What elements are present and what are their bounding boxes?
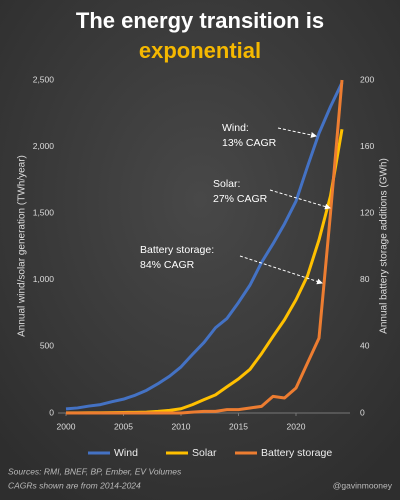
source: CAGRs shown are from 2014-2024 [8, 480, 141, 490]
y2-tick-label: 0 [360, 407, 365, 417]
legend-label: Wind [114, 447, 138, 459]
y-tick-label: 2,000 [33, 141, 55, 151]
y-tick-label: 500 [40, 341, 54, 351]
y2-tick-label: 40 [360, 341, 370, 351]
y2-tick-label: 200 [360, 74, 374, 84]
y2-axis-label: Annual battery storage additions (GWh) [379, 158, 390, 334]
source: Sources: RMI, BNEF, BP, Ember, EV Volume… [8, 466, 182, 476]
line-series [65, 82, 344, 411]
annotation: 27% CAGR [213, 193, 268, 205]
annotation: Battery storage: [140, 244, 214, 256]
y-tick-label: 1,000 [33, 274, 55, 284]
x-tick-label: 2020 [287, 421, 306, 431]
y-tick-label: 1,500 [33, 207, 55, 217]
annotation-arrow [269, 189, 331, 210]
x-tick-label: 2005 [114, 421, 133, 431]
annotation: 13% CAGR [222, 137, 277, 149]
legend-label: Battery storage [261, 447, 332, 459]
x-tick-label: 2010 [172, 421, 191, 431]
legend-label: Solar [192, 447, 217, 459]
annotation-arrow [277, 127, 317, 138]
line-series [66, 79, 344, 415]
chart-title-emphasis: exponential [139, 38, 261, 63]
annotation: 84% CAGR [140, 259, 195, 271]
y-tick-label: 0 [49, 407, 54, 417]
y2-tick-label: 120 [360, 207, 374, 217]
y2-tick-label: 160 [360, 141, 374, 151]
credit: @gavinmooney [333, 480, 393, 490]
annotation: Solar: [213, 178, 240, 190]
x-tick-label: 2000 [57, 421, 76, 431]
annotation-arrow [239, 255, 323, 285]
annotation: Wind: [222, 122, 249, 134]
x-tick-label: 2015 [229, 421, 248, 431]
y-tick-label: 2,500 [33, 74, 55, 84]
chart-title: The energy transition is [76, 8, 324, 33]
y2-tick-label: 80 [360, 274, 370, 284]
y-axis-label: Annual wind/solar generation (TWh/year) [17, 155, 28, 337]
